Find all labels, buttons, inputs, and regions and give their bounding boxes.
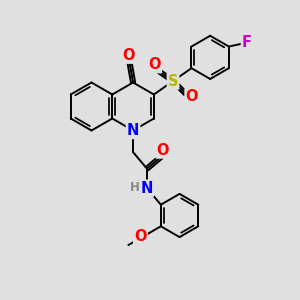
Text: O: O	[185, 89, 198, 104]
Text: N: N	[127, 123, 139, 138]
Text: N: N	[141, 181, 153, 196]
Text: O: O	[148, 57, 161, 72]
Text: H: H	[129, 181, 139, 194]
Text: S: S	[168, 74, 178, 88]
Text: F: F	[242, 35, 252, 50]
Text: O: O	[157, 142, 169, 158]
Text: O: O	[134, 229, 147, 244]
Text: O: O	[123, 48, 135, 63]
